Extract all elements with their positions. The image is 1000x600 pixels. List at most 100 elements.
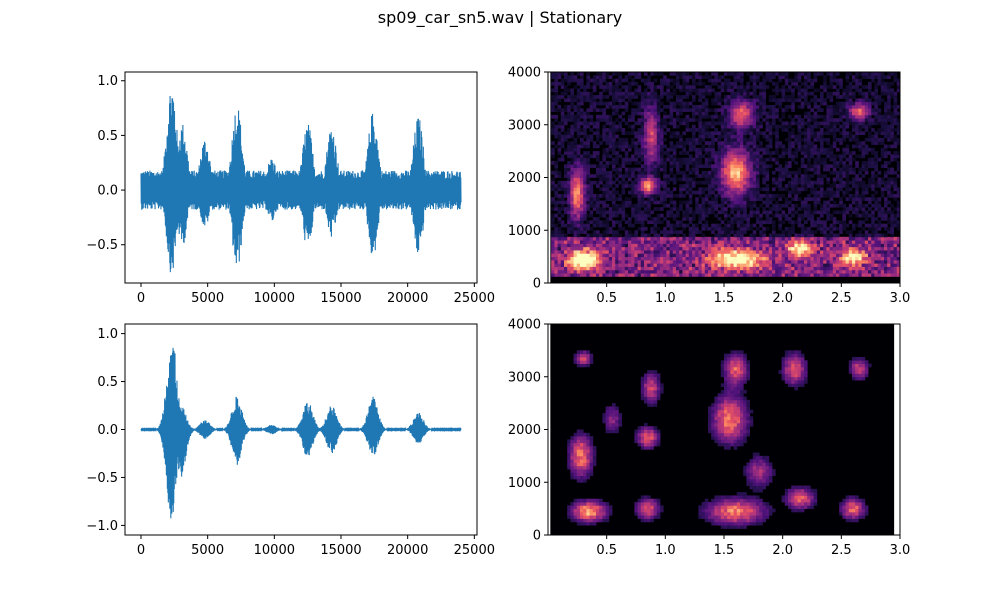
spectrogram-cell bbox=[714, 95, 718, 99]
spectrogram-cell bbox=[660, 207, 664, 211]
spectrogram-cell bbox=[858, 118, 862, 122]
spectrogram-cell bbox=[576, 200, 581, 205]
spectrogram-cell bbox=[602, 193, 606, 198]
spectrogram-cell bbox=[605, 223, 610, 228]
spectrogram-cell bbox=[730, 95, 734, 99]
spectrogram-cell bbox=[788, 233, 792, 238]
spectrogram-cell bbox=[605, 134, 610, 139]
spectrogram-cell bbox=[621, 180, 626, 185]
spectrogram-cell bbox=[839, 81, 843, 86]
spectrogram-cell bbox=[711, 134, 715, 139]
spectrogram-cell bbox=[586, 246, 590, 251]
spectrogram-cell bbox=[576, 243, 581, 248]
spectrogram-cell bbox=[826, 266, 830, 271]
spectrogram-cell bbox=[711, 114, 715, 119]
spectrogram-cell bbox=[800, 104, 805, 109]
spectrogram-cell bbox=[573, 210, 578, 215]
spectrogram-cell bbox=[576, 177, 581, 182]
spectrogram-cell bbox=[756, 161, 760, 165]
spectrogram-cell bbox=[823, 246, 827, 251]
spectrogram-cell bbox=[832, 111, 837, 116]
spectrogram-cell bbox=[631, 259, 635, 264]
spectrogram-cell bbox=[634, 147, 638, 152]
spectrogram-cell bbox=[724, 263, 728, 267]
spectrogram-cell bbox=[692, 266, 696, 271]
spectrogram-cell bbox=[797, 124, 802, 129]
spectrogram-cell bbox=[599, 134, 603, 139]
spectrogram-cell bbox=[765, 226, 770, 231]
spectrogram-cell bbox=[794, 154, 798, 159]
spectrogram-cell bbox=[736, 124, 741, 129]
spectrogram-cell bbox=[794, 266, 798, 271]
spectrogram-cell bbox=[602, 220, 606, 225]
spectrogram-cell bbox=[714, 137, 718, 142]
spectrogram-cell bbox=[596, 223, 600, 228]
spectrogram-cell bbox=[592, 197, 597, 201]
spectrogram-cell bbox=[740, 121, 744, 126]
spectrogram-cell bbox=[778, 217, 782, 221]
spectrogram-cell bbox=[688, 85, 693, 89]
spectrogram-cell bbox=[672, 151, 677, 155]
spectrogram-cell bbox=[679, 246, 683, 251]
spectrogram-cell bbox=[628, 174, 632, 178]
spectrogram-cell bbox=[576, 164, 581, 169]
spectrogram-cell bbox=[784, 256, 789, 261]
spectrogram-cell bbox=[759, 154, 763, 159]
spectrogram-cell bbox=[832, 177, 837, 182]
spectrogram-cell bbox=[749, 124, 754, 129]
spectrogram-cell bbox=[874, 101, 878, 106]
spectrogram-cell bbox=[692, 72, 696, 76]
spectrogram-cell bbox=[676, 157, 680, 162]
spectrogram-cell bbox=[727, 111, 731, 116]
spectrogram-cell bbox=[679, 240, 683, 244]
spectrogram-cell bbox=[880, 151, 885, 155]
spectrogram-cell bbox=[570, 101, 574, 106]
spectrogram-cell bbox=[589, 203, 594, 208]
spectrogram-cell bbox=[628, 190, 632, 195]
spectrogram-cell bbox=[807, 114, 811, 119]
spectrogram-cell bbox=[704, 134, 709, 139]
spectrogram-cell bbox=[551, 220, 555, 225]
spectrogram-cell bbox=[564, 223, 568, 228]
spectrogram-cell bbox=[759, 230, 763, 234]
spectrogram-cell bbox=[733, 197, 738, 201]
spectrogram-cell bbox=[778, 236, 782, 241]
spectrogram-cell bbox=[631, 190, 635, 195]
spectrogram-cell bbox=[852, 273, 856, 277]
spectrogram-cell bbox=[826, 72, 830, 76]
spectrogram-cell bbox=[813, 203, 818, 208]
spectrogram-cell bbox=[842, 95, 846, 99]
spectrogram-cell bbox=[704, 243, 709, 248]
spectrogram-cell bbox=[829, 273, 834, 277]
spectrogram-cell bbox=[772, 75, 776, 79]
spectrogram-cell bbox=[586, 240, 590, 244]
spectrogram-cell bbox=[829, 263, 834, 267]
spectrogram-cell bbox=[778, 170, 782, 175]
spectrogram-cell bbox=[864, 104, 869, 109]
spectrogram-cell bbox=[669, 157, 674, 162]
spectrogram-cell bbox=[720, 85, 725, 89]
spectrogram-cell bbox=[752, 147, 757, 152]
spectrogram-cell bbox=[752, 240, 757, 244]
spectrogram-cell bbox=[692, 144, 696, 149]
spectrogram-cell bbox=[791, 154, 795, 159]
spectrogram-cell bbox=[615, 108, 619, 112]
spectrogram-cell bbox=[692, 147, 696, 152]
spectrogram-cell bbox=[596, 72, 600, 76]
spectrogram-cell bbox=[618, 269, 622, 274]
spectrogram-cell bbox=[784, 263, 789, 267]
spectrogram-cell bbox=[708, 151, 712, 155]
spectrogram-cell bbox=[807, 273, 811, 277]
spectrogram-cell bbox=[855, 174, 859, 178]
spectrogram-cell bbox=[586, 180, 590, 185]
spectrogram-cell bbox=[858, 233, 862, 238]
spectrogram-cell bbox=[807, 161, 811, 165]
spectrogram-cell bbox=[647, 164, 651, 169]
spectrogram-cell bbox=[845, 246, 850, 251]
spectrogram-cell bbox=[692, 81, 696, 86]
spectrogram-cell bbox=[701, 147, 706, 152]
spectrogram-cell bbox=[650, 167, 654, 172]
spectrogram-cell bbox=[874, 223, 878, 228]
spectrogram-cell bbox=[567, 243, 571, 248]
spectrogram-cell bbox=[557, 207, 562, 211]
